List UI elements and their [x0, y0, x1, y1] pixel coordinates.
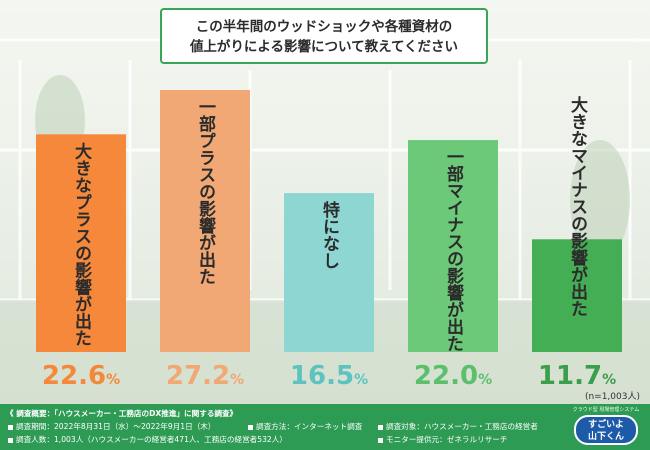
bullet-icon [248, 424, 253, 430]
category-label-2: 一部プラスの影響が出た [195, 98, 216, 285]
survey-target: 調査対象：ハウスメーカー・工務店の経営者 [378, 421, 538, 432]
title-line-2: 値上がりによる影響について教えてください [189, 39, 459, 55]
bullet-icon [378, 424, 383, 430]
value-label-4: 22.0% [414, 361, 492, 391]
logo-caption: クラウド型 現場管理システム [572, 407, 640, 413]
value-label-5: 11.7% [538, 361, 616, 391]
survey-monitor: モニター提供元：ゼネラルリサーチ [378, 434, 508, 445]
survey-footer: 《 調査概要：「ハウスメーカー・工務店のDX推進」に関する調査》 調査期間：20… [0, 404, 650, 450]
bar-5 [532, 239, 622, 352]
survey-summary: 《 調査概要：「ハウスメーカー・工務店のDX推進」に関する調査》 [6, 409, 238, 418]
bar-1 [36, 134, 126, 352]
value-label-3: 16.5% [290, 361, 368, 391]
logo-line-1: すごいよ [588, 420, 624, 430]
value-label-1: 22.6% [42, 361, 120, 391]
bar-chart: 大きなプラスの影響が出た 22.6% 一部プラスの影響が出た 27.2% 特になし 16.… [36, 90, 622, 391]
bullet-icon [8, 437, 13, 443]
bullet-icon [378, 437, 383, 443]
category-label-1: 大きなプラスの影響が出た [71, 141, 92, 346]
survey-method-text: 調査方法：インターネット調査 [256, 422, 363, 431]
bar-3 [284, 193, 374, 352]
survey-period: 調査期間：2022年8月31日（水）〜2022年9月1日（木） [8, 421, 216, 432]
yamashita-kun-logo: クラウド型 現場管理システム すごいよ 山下くん [570, 407, 642, 447]
chart-title: この半年間のウッドショックや各種資材の 値上がりによる影響について教えてください [160, 8, 488, 64]
survey-count: 調査人数：1,003人（ハウスメーカーの経営者471人、工務店の経営者532人） [8, 434, 287, 445]
value-label-2: 27.2% [166, 361, 244, 391]
survey-method: 調査方法：インターネット調査 [248, 421, 362, 432]
survey-target-text: 調査対象：ハウスメーカー・工務店の経営者 [386, 422, 538, 431]
survey-count-text: 調査人数：1,003人（ハウスメーカーの経営者471人、工務店の経営者532人） [16, 435, 287, 444]
category-label-5: 大きなマイナスの影響が出た [567, 95, 588, 317]
bar-2 [160, 90, 250, 352]
bar-4 [408, 140, 498, 352]
logo-line-2: 山下くん [587, 432, 624, 442]
logo-badge: すごいよ 山下くん [574, 415, 638, 445]
title-line-1: この半年間のウッドショックや各種資材の [195, 19, 453, 35]
sample-size-note: (n=1,003人) [584, 392, 640, 402]
survey-monitor-text: モニター提供元：ゼネラルリサーチ [386, 435, 508, 444]
category-label-4: 一部マイナスの影響が出た [443, 148, 464, 352]
category-label-3: 特になし [319, 200, 340, 269]
survey-period-text: 調査期間：2022年8月31日（水）〜2022年9月1日（木） [16, 422, 216, 431]
bullet-icon [8, 424, 13, 430]
